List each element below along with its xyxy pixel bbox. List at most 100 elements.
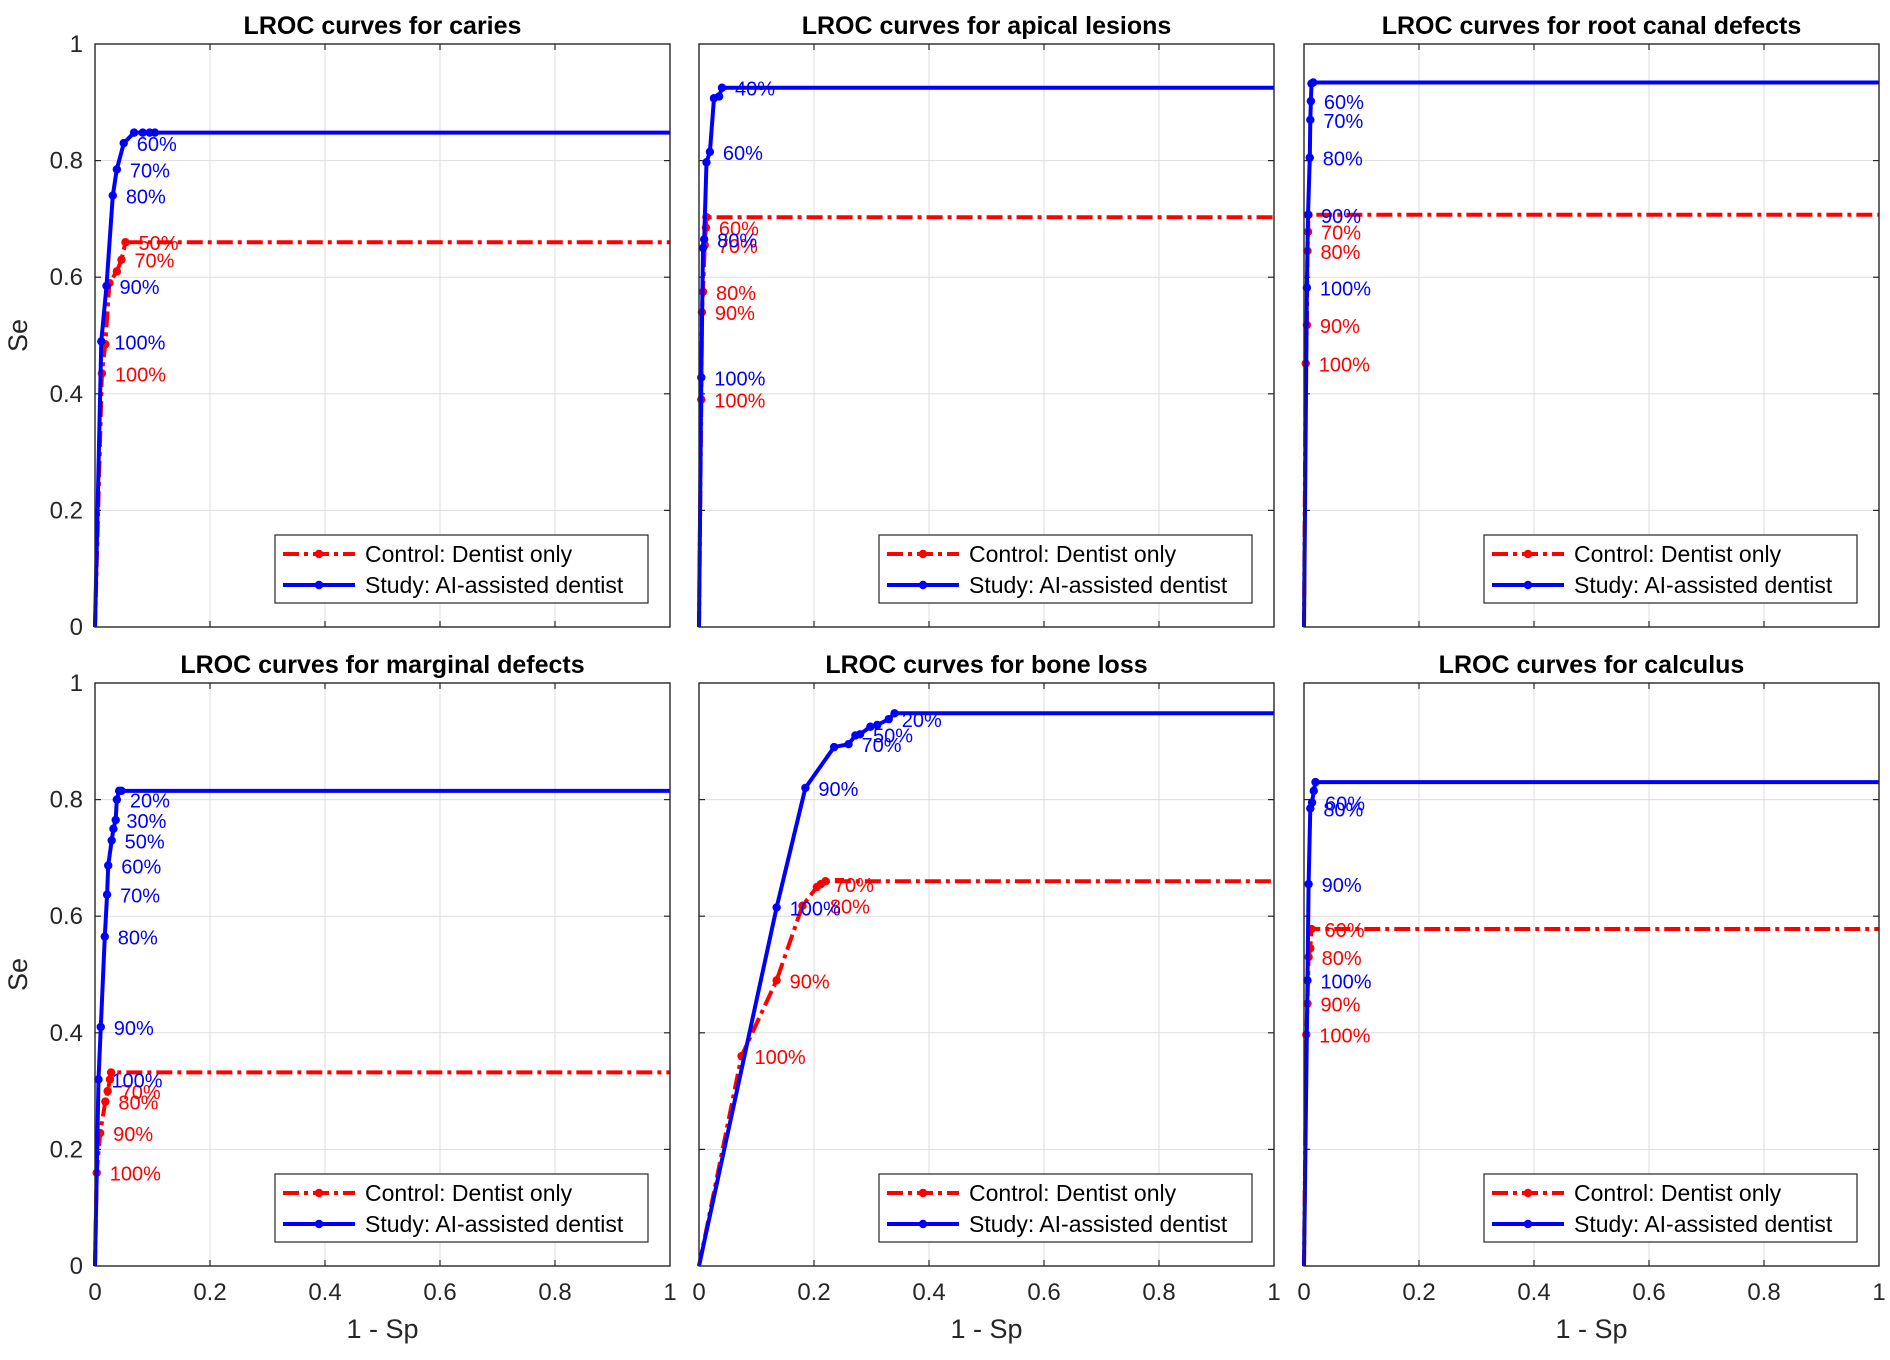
point-label-control: 60% xyxy=(719,219,759,241)
chart-panel-2: 100%90%80%70%60%100%80%60%40%LROC curves… xyxy=(697,12,1275,628)
y-axis-label: Se xyxy=(3,958,33,991)
legend-marker-study xyxy=(918,1219,928,1229)
axes-box xyxy=(1303,43,1880,628)
data-point-study xyxy=(108,191,118,200)
point-label-control: 90% xyxy=(715,303,755,325)
point-label-study: 50% xyxy=(125,831,165,853)
point-label-study: 20% xyxy=(902,710,942,732)
x-tick-label: 0.8 xyxy=(1142,1279,1175,1306)
y-tick-label: 0.8 xyxy=(50,148,83,175)
data-point-study xyxy=(717,83,727,92)
y-tick-label: 1 xyxy=(70,31,83,58)
point-label-control: 70% xyxy=(718,236,758,258)
point-label-study: 90% xyxy=(818,779,858,801)
x-tick-label: 1 xyxy=(1267,1279,1280,1306)
data-point-control xyxy=(821,877,830,886)
legend-label-study: Study: AI-assisted dentist xyxy=(969,572,1228,598)
x-tick-label: 0.4 xyxy=(1517,1279,1550,1306)
y-tick-label: 0.4 xyxy=(50,1020,83,1047)
chart-title: LROC curves for caries xyxy=(244,12,522,40)
point-label-study: 40% xyxy=(735,79,775,101)
data-point-study xyxy=(699,235,709,244)
point-label-study: 100% xyxy=(111,1070,162,1092)
legend-label-control: Control: Dentist only xyxy=(365,1180,573,1206)
plot-area xyxy=(95,44,670,627)
data-point-study xyxy=(855,730,865,739)
legend-label-control: Control: Dentist only xyxy=(365,541,573,567)
legend-marker-study xyxy=(314,580,324,590)
chart-title: LROC curves for bone loss xyxy=(825,651,1147,679)
point-label-study: 80% xyxy=(118,928,158,950)
point-label-study: 70% xyxy=(862,735,902,757)
point-label-study: 70% xyxy=(1323,111,1363,133)
legend-marker-control xyxy=(918,549,928,559)
point-label-control: 100% xyxy=(115,364,166,386)
point-label-control: 70% xyxy=(834,875,874,897)
chart-title: LROC curves for root canal defects xyxy=(1382,12,1802,40)
legend-label-control: Control: Dentist only xyxy=(1574,1180,1782,1206)
x-axis-label: 1 - Sp xyxy=(950,1314,1022,1344)
point-label-study: 60% xyxy=(137,134,177,156)
y-tick-label: 0.4 xyxy=(50,381,83,408)
plot-area xyxy=(95,683,670,1266)
data-point-study xyxy=(107,836,116,845)
y-axis-label: Se xyxy=(3,319,33,352)
data-point-study xyxy=(94,1075,103,1084)
point-label-study: 90% xyxy=(120,277,160,299)
x-tick-label: 0.6 xyxy=(1027,1279,1060,1306)
legend-box xyxy=(274,1173,649,1243)
data-point-study xyxy=(844,740,853,749)
y-tick-label: 0 xyxy=(70,1253,83,1280)
x-tick-label: 0 xyxy=(692,1279,705,1306)
legend: Control: Dentist only Study: AI-assisted … xyxy=(274,1173,649,1243)
point-label-study: 80% xyxy=(717,230,757,252)
legend-box xyxy=(274,534,649,604)
data-point-study xyxy=(1303,976,1312,985)
y-tick-label: 0.8 xyxy=(50,787,83,814)
y-tick-label: 0.6 xyxy=(50,903,83,930)
legend-box xyxy=(1483,1173,1858,1243)
legend-label-study: Study: AI-assisted dentist xyxy=(1574,572,1833,598)
x-tick-label: 0.2 xyxy=(1402,1279,1435,1306)
point-label-control: 80% xyxy=(830,897,870,919)
legend: Control: Dentist only Study: AI-assisted … xyxy=(274,534,649,604)
chart-title: LROC curves for marginal defects xyxy=(180,651,584,679)
data-point-study xyxy=(1302,283,1312,292)
data-point-control xyxy=(117,255,126,264)
legend-marker-control xyxy=(918,1188,928,1198)
point-label-study: 70% xyxy=(120,886,160,908)
point-label-study: 90% xyxy=(1322,875,1362,897)
x-tick-label: 0 xyxy=(88,1279,101,1306)
plot-area xyxy=(699,683,1274,1266)
chart-panel-1: 100%70%50%100%90%80%70%60%LROC curves fo… xyxy=(3,12,671,641)
data-point-study xyxy=(102,890,112,899)
data-point-study xyxy=(1309,786,1318,796)
x-tick-label: 0.2 xyxy=(797,1279,830,1306)
point-label-control: 100% xyxy=(1319,1026,1370,1048)
data-point-study xyxy=(714,92,724,101)
data-point-study xyxy=(111,815,120,825)
legend-label-study: Study: AI-assisted dentist xyxy=(365,572,624,598)
legend-marker-study xyxy=(1523,580,1533,590)
data-point-study xyxy=(698,243,708,253)
y-tick-label: 0 xyxy=(70,614,83,641)
chart-panel-3: 100%90%80%70%100%90%80%70%60%LROC curves… xyxy=(1301,12,1880,628)
point-label-study: 50% xyxy=(873,725,913,747)
point-label-study: 80% xyxy=(126,187,166,209)
point-label-control: 80% xyxy=(1320,242,1360,264)
point-label-control: 90% xyxy=(790,971,830,993)
data-point-study xyxy=(1309,78,1318,87)
point-label-study: 100% xyxy=(114,332,165,354)
point-label-study: 30% xyxy=(126,811,166,833)
point-label-control: 90% xyxy=(113,1124,153,1146)
point-label-control: 100% xyxy=(1319,354,1370,376)
plot-area xyxy=(1304,44,1879,627)
x-tick-label: 0.4 xyxy=(308,1279,341,1306)
data-point-study xyxy=(1307,798,1317,807)
data-point-study xyxy=(96,1022,105,1032)
point-label-study: 90% xyxy=(1321,206,1361,228)
legend-marker-study xyxy=(918,580,928,590)
point-label-study: 80% xyxy=(1323,799,1363,821)
point-label-control: 100% xyxy=(755,1047,806,1069)
data-point-study xyxy=(1303,210,1313,220)
